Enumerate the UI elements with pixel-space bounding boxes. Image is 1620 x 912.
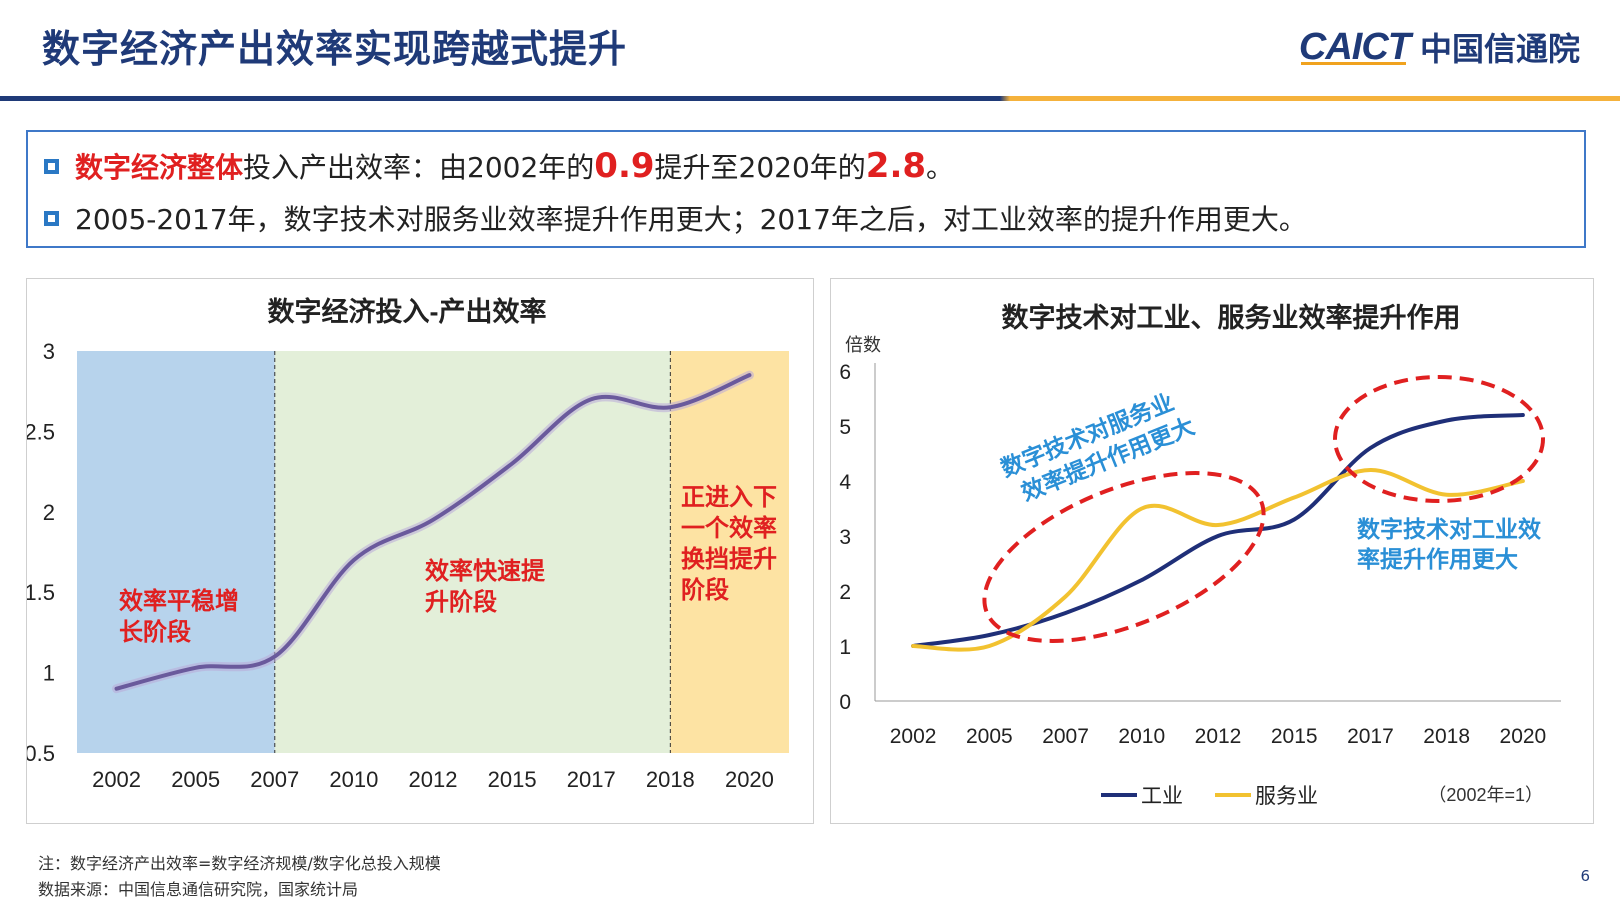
slide-title: 数字经济产出效率实现跨越式提升 xyxy=(42,27,628,71)
x-tick-label: 2012 xyxy=(1195,725,1242,748)
square-bullet-icon xyxy=(44,158,59,174)
highlight-ellipse xyxy=(1333,375,1545,503)
summary-bullet-2: 2005-2017年，数字技术对服务业效率提升作用更大；2017年之后，对工业效… xyxy=(44,198,1307,238)
left-chart-panel: 数字经济投入-产出效率 0.5 1 1.5 2 2.5 3 2002 2005 2007 2010 2… xyxy=(24,278,814,824)
y-tick-label: 3 xyxy=(43,339,55,364)
phase-annotation: 正进入下一个效率换挡提升阶段 xyxy=(681,484,777,604)
highlight-ellipse xyxy=(982,471,1266,643)
phase-annotation: 效率平稳增长阶段 xyxy=(119,587,239,646)
square-bullet-icon xyxy=(44,210,59,226)
legend-label: 工业 xyxy=(1141,785,1183,808)
bullet2-text: 2005-2017年，数字技术对服务业效率提升作用更大；2017年之后，对工业效… xyxy=(75,203,1307,236)
chart-annotation: 数字技术对服务业效率提升作用更大 xyxy=(997,385,1198,510)
bullet1-value-2002: 0.9 xyxy=(594,146,655,186)
header-divider xyxy=(0,96,1620,101)
chart-annotation: 数字技术对工业效率提升作用更大 xyxy=(1357,516,1541,572)
efficiency-chart: 数字经济投入-产出效率 0.5 1 1.5 2 2.5 3 2002 2005 2007 2010 2… xyxy=(24,296,789,792)
bullet1-value-2020: 2.8 xyxy=(865,146,927,186)
page-number: 6 xyxy=(1580,867,1590,885)
logo-en: CAICT xyxy=(1298,25,1411,68)
bullet1-highlight: 数字经济整体 xyxy=(75,151,244,184)
y-tick-label: 1.5 xyxy=(27,580,55,605)
right-chart-panel: 数字技术对工业、服务业效率提升作用倍数 0 1 2 3 4 5 6 2002 2005 2007 20… xyxy=(830,278,1594,824)
y-tick-label: 2 xyxy=(43,500,55,525)
bullet1-text-b: 提升至2020年的 xyxy=(654,151,866,184)
y-tick-label: 2.5 xyxy=(27,419,55,444)
note-source: 数据来源：中国信息通信研究院，国家统计局 xyxy=(38,880,359,899)
phase-band xyxy=(274,351,671,753)
y-tick-label: 1 xyxy=(43,661,55,686)
y-tick-label: 0.5 xyxy=(27,741,55,766)
x-tick-label: 2010 xyxy=(1118,725,1165,748)
x-tick-label: 2002 xyxy=(890,725,937,748)
y-tick-label: 0 xyxy=(839,691,851,714)
summary-bullet-1: 数字经济整体 投入产出效率：由2002年的 0.9 提升至2020年的 2.8 … xyxy=(44,146,954,186)
y-axis-label: 倍数 xyxy=(845,335,881,355)
bullet1-end: 。 xyxy=(926,151,955,184)
x-tick-label: 2018 xyxy=(646,767,695,792)
y-tick-label: 2 xyxy=(839,581,851,604)
x-tick-label: 2012 xyxy=(409,767,458,792)
x-tick-label: 2002 xyxy=(92,767,141,792)
caict-logo: CAICT 中国信通院 xyxy=(1299,24,1580,70)
x-tick-label: 2020 xyxy=(1500,725,1547,748)
bullet1-text-a: 投入产出效率：由2002年的 xyxy=(243,151,595,184)
x-tick-label: 2020 xyxy=(725,767,774,792)
x-tick-label: 2017 xyxy=(1347,725,1394,748)
y-tick-label: 5 xyxy=(839,416,851,439)
y-tick-label: 4 xyxy=(839,471,851,494)
logo-cn: 中国信通院 xyxy=(1419,30,1580,68)
phase-annotation: 效率快速提升阶段 xyxy=(425,557,546,616)
x-tick-label: 2017 xyxy=(567,767,616,792)
phase-band xyxy=(670,351,789,753)
phase-band xyxy=(77,351,275,753)
x-tick-label: 2010 xyxy=(329,767,378,792)
y-tick-label: 3 xyxy=(839,526,851,549)
summary-box: 数字经济整体 投入产出效率：由2002年的 0.9 提升至2020年的 2.8 … xyxy=(26,130,1586,248)
x-tick-label: 2018 xyxy=(1423,725,1470,748)
y-tick-label: 1 xyxy=(839,636,851,659)
x-tick-label: 2005 xyxy=(171,767,220,792)
x-tick-label: 2005 xyxy=(966,725,1013,748)
base-note: （2002年=1） xyxy=(1428,785,1543,805)
x-tick-label: 2015 xyxy=(1271,725,1318,748)
note-definition: 注：数字经济产出效率=数字经济规模/数字化总投入规模 xyxy=(38,854,441,873)
y-tick-label: 6 xyxy=(839,361,851,384)
x-tick-label: 2007 xyxy=(250,767,299,792)
x-tick-label: 2015 xyxy=(488,767,537,792)
chart-title: 数字技术对工业、服务业效率提升作用 xyxy=(1002,302,1461,333)
legend-label: 服务业 xyxy=(1255,785,1318,808)
chart-title: 数字经济投入-产出效率 xyxy=(268,296,547,327)
x-tick-label: 2007 xyxy=(1042,725,1089,748)
